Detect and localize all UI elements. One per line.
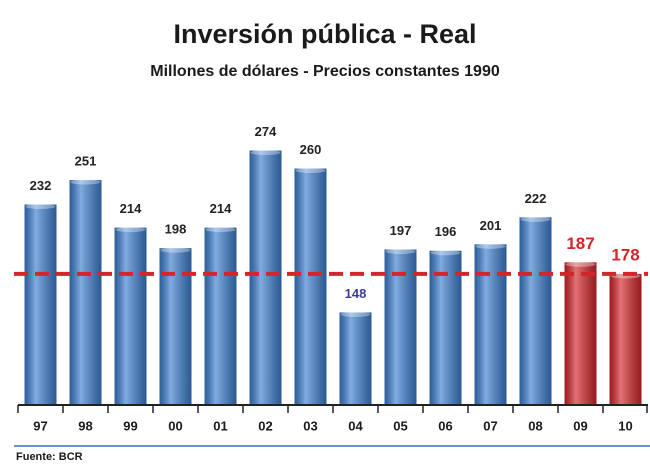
bar-cap <box>475 243 506 249</box>
data-label: 251 <box>75 154 97 169</box>
bar-shade <box>429 250 462 405</box>
data-label: 274 <box>255 124 277 139</box>
bar-cap <box>70 179 101 185</box>
x-tick-label: 09 <box>573 418 587 433</box>
bar-shade <box>294 168 327 405</box>
data-label: 196 <box>435 224 457 239</box>
bar-shade <box>69 180 102 405</box>
data-label: 201 <box>480 218 502 233</box>
data-label: 197 <box>390 223 412 238</box>
chart-title: Inversión pública - Real <box>173 19 476 49</box>
x-tick-label: 01 <box>213 418 227 433</box>
bar-cap <box>250 150 281 156</box>
data-label: 232 <box>30 178 52 193</box>
bar-shade <box>249 150 282 405</box>
bar-cap <box>565 261 596 267</box>
bar-cap <box>385 249 416 255</box>
x-tick-label: 07 <box>483 418 497 433</box>
bar-shade <box>474 244 507 405</box>
chart-subtitle: Millones de dólares - Precios constantes… <box>150 63 500 80</box>
x-tick-label: 00 <box>168 418 182 433</box>
bar-cap <box>205 227 236 233</box>
data-label: 187 <box>566 234 594 253</box>
bar-shade <box>564 262 597 405</box>
x-tick-label: 97 <box>33 418 47 433</box>
bar-cap <box>160 247 191 253</box>
data-label: 214 <box>210 201 232 216</box>
x-tick-label: 04 <box>348 418 363 433</box>
x-tick-label: 06 <box>438 418 452 433</box>
data-label: 260 <box>300 142 322 157</box>
x-tick-label: 02 <box>258 418 272 433</box>
bar-cap <box>295 168 326 174</box>
bar-shade <box>114 227 147 405</box>
x-tick-label: 99 <box>123 418 137 433</box>
bar-cap <box>430 250 461 256</box>
source: Fuente: BCR <box>16 451 83 463</box>
data-label: 198 <box>165 222 187 237</box>
x-tick-label: 08 <box>528 418 542 433</box>
x-tick-label: 10 <box>618 418 632 433</box>
bar-shade <box>339 312 372 405</box>
data-label: 214 <box>120 201 142 216</box>
bar-shade <box>159 248 192 405</box>
bar-shade <box>519 217 552 405</box>
bar-cap <box>340 311 371 317</box>
x-tick-label: 05 <box>393 418 407 433</box>
data-label: 148 <box>345 286 367 301</box>
bar-shade <box>204 227 237 405</box>
data-label: 222 <box>525 191 547 206</box>
data-label: 178 <box>611 245 639 264</box>
x-tick-label: 98 <box>78 418 92 433</box>
x-tick-label: 03 <box>303 418 317 433</box>
bar-cap <box>520 216 551 222</box>
bar-cap <box>115 227 146 233</box>
bar-shade <box>24 204 57 405</box>
bar-shade <box>609 273 642 405</box>
bar-cap <box>25 204 56 210</box>
